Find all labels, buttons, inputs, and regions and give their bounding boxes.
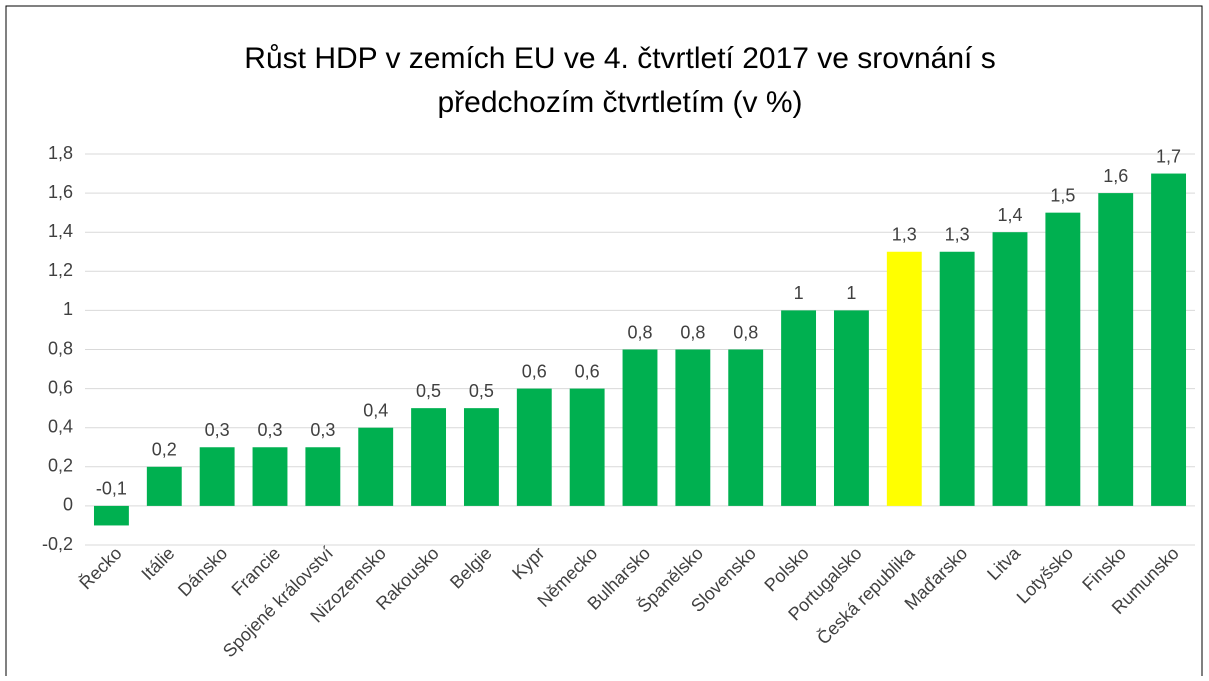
data-label: 0,8 bbox=[680, 322, 705, 342]
data-label: 0,3 bbox=[257, 420, 282, 440]
data-label: 1,6 bbox=[1103, 166, 1128, 186]
data-label: 0,6 bbox=[575, 361, 600, 381]
data-label: 0,8 bbox=[627, 322, 652, 342]
bar bbox=[1151, 173, 1187, 506]
data-label: 1 bbox=[794, 283, 804, 303]
bar bbox=[622, 349, 658, 506]
bar bbox=[939, 251, 975, 506]
data-label: 0,8 bbox=[733, 322, 758, 342]
bar bbox=[675, 349, 711, 506]
y-tick-label: 0,2 bbox=[48, 456, 73, 476]
data-label: 1,3 bbox=[945, 225, 970, 245]
data-label: 0,2 bbox=[152, 440, 177, 460]
data-label: 1 bbox=[846, 283, 856, 303]
data-label: 1,3 bbox=[892, 225, 917, 245]
y-tick-label: 1,6 bbox=[48, 182, 73, 202]
y-tick-label: 0,8 bbox=[48, 338, 73, 358]
bar bbox=[1098, 193, 1134, 506]
data-label: 0,5 bbox=[416, 381, 441, 401]
y-tick-label: 0,4 bbox=[48, 416, 73, 436]
chart-title: Růst HDP v zemích EU ve 4. čtvrtletí 201… bbox=[244, 42, 995, 75]
data-label: 0,6 bbox=[522, 361, 547, 381]
bar bbox=[252, 447, 288, 506]
bar bbox=[146, 466, 182, 506]
data-label: 0,3 bbox=[205, 420, 230, 440]
y-tick-label: 1,4 bbox=[48, 221, 73, 241]
y-tick-label: 1,8 bbox=[48, 143, 73, 163]
y-tick-label: 0,6 bbox=[48, 377, 73, 397]
data-label: 1,4 bbox=[997, 205, 1022, 225]
bar bbox=[199, 447, 235, 506]
bar bbox=[886, 251, 922, 506]
data-label: -0,1 bbox=[96, 479, 127, 499]
bar bbox=[93, 505, 129, 526]
bar bbox=[569, 388, 605, 506]
data-label: 0,5 bbox=[469, 381, 494, 401]
y-tick-label: -0,2 bbox=[42, 534, 73, 554]
bar bbox=[992, 232, 1028, 506]
data-label: 1,5 bbox=[1050, 185, 1075, 205]
bar bbox=[463, 408, 499, 506]
y-tick-label: 0 bbox=[63, 495, 73, 515]
bar bbox=[411, 408, 447, 506]
data-label: 1,7 bbox=[1156, 146, 1181, 166]
bar bbox=[833, 310, 869, 506]
bar bbox=[728, 349, 764, 506]
y-tick-label: 1 bbox=[63, 299, 73, 319]
bar bbox=[305, 447, 341, 506]
chart-title: předchozím čtvrtletím (v %) bbox=[437, 86, 802, 119]
data-label: 0,4 bbox=[363, 400, 388, 420]
bar bbox=[358, 427, 394, 506]
bar bbox=[1045, 212, 1081, 506]
y-tick-label: 1,2 bbox=[48, 260, 73, 280]
data-label: 0,3 bbox=[310, 420, 335, 440]
bar bbox=[781, 310, 817, 506]
bar bbox=[516, 388, 552, 506]
